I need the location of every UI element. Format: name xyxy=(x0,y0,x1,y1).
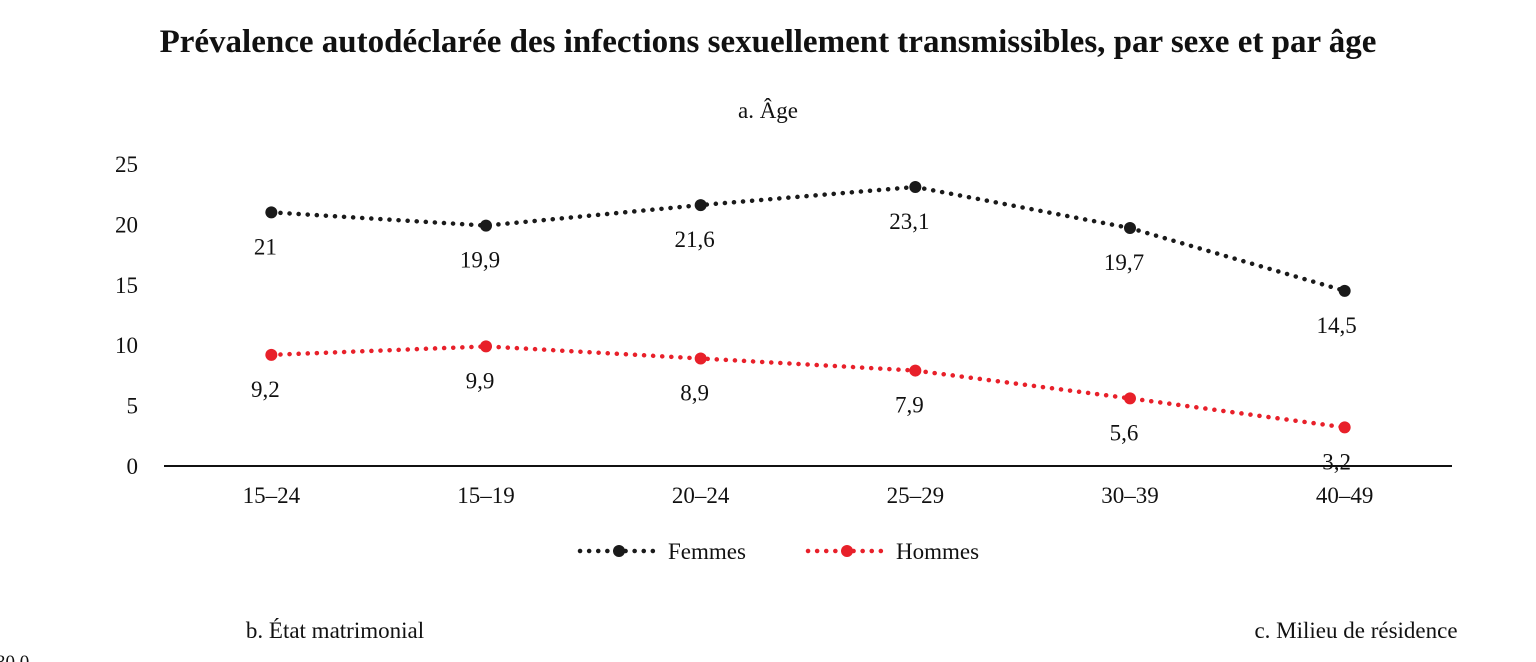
legend-marker-hommes xyxy=(841,545,853,557)
data-point-hommes xyxy=(480,340,492,353)
partial-tick-label: 30,0 xyxy=(0,652,29,662)
y-tick-label: 0 xyxy=(127,454,139,479)
x-tick-label: 15–24 xyxy=(243,483,301,508)
data-point-femmes xyxy=(694,199,707,212)
x-tick-label: 20–24 xyxy=(672,483,730,508)
legend-marker-femmes xyxy=(613,545,625,557)
y-axis: 0 5 10 15 20 25 xyxy=(115,152,138,479)
y-tick-label: 15 xyxy=(115,273,138,298)
data-label-hommes: 3,2 xyxy=(1322,449,1351,474)
data-point-femmes xyxy=(265,206,278,219)
data-label-hommes: 7,9 xyxy=(895,393,924,418)
data-point-femmes xyxy=(480,219,492,232)
data-label-femmes: 19,9 xyxy=(460,248,500,273)
y-tick-label: 5 xyxy=(127,394,139,419)
data-label-femmes: 21,6 xyxy=(675,227,715,252)
data-label-femmes: 19,7 xyxy=(1104,250,1144,275)
data-point-femmes xyxy=(1338,284,1351,297)
data-label-hommes: 8,9 xyxy=(680,380,709,405)
data-point-hommes xyxy=(909,364,922,377)
x-tick-label: 25–29 xyxy=(887,483,945,508)
data-point-hommes xyxy=(265,348,278,361)
x-tick-label: 15–19 xyxy=(457,483,515,508)
legend-label-femmes: Femmes xyxy=(668,539,746,564)
data-point-hommes xyxy=(1124,392,1136,405)
data-label-femmes: 21 xyxy=(254,234,277,259)
data-label-femmes: 23,1 xyxy=(889,209,929,234)
y-tick-label: 10 xyxy=(115,333,138,358)
data-label-hommes: 9,2 xyxy=(251,377,280,402)
x-tick-label: 40–49 xyxy=(1316,483,1374,508)
legend: Femmes Hommes xyxy=(577,539,979,564)
subtitle-etat-matrimonial: b. État matrimonial xyxy=(246,618,424,643)
data-point-hommes xyxy=(694,352,707,365)
data-point-femmes xyxy=(909,180,922,193)
data-label-hommes: 5,6 xyxy=(1110,420,1139,445)
y-tick-label: 25 xyxy=(115,152,138,177)
data-point-hommes xyxy=(1338,421,1351,434)
subtitle-milieu-residence: c. Milieu de résidence xyxy=(1254,618,1457,643)
series-line-femmes xyxy=(269,184,1347,294)
legend-label-hommes: Hommes xyxy=(896,539,979,564)
x-axis: 15–24 15–19 20–24 25–29 30–39 40–49 xyxy=(243,483,1374,508)
series-layer xyxy=(265,180,1351,434)
data-point-femmes xyxy=(1124,222,1136,235)
series-line-hommes xyxy=(269,344,1347,430)
data-label-hommes: 9,9 xyxy=(466,368,495,393)
chart-subtitle: a. Âge xyxy=(738,98,798,123)
y-tick-label: 20 xyxy=(115,212,138,237)
chart-title: Prévalence autodéclarée des infections s… xyxy=(160,24,1377,60)
x-tick-label: 30–39 xyxy=(1101,483,1159,508)
data-labels: 21 19,9 21,6 23,1 19,7 14,5 9,2 9,9 8,9 7,9 5,6 3,2 xyxy=(251,209,1357,474)
data-label-femmes: 14,5 xyxy=(1317,313,1357,338)
